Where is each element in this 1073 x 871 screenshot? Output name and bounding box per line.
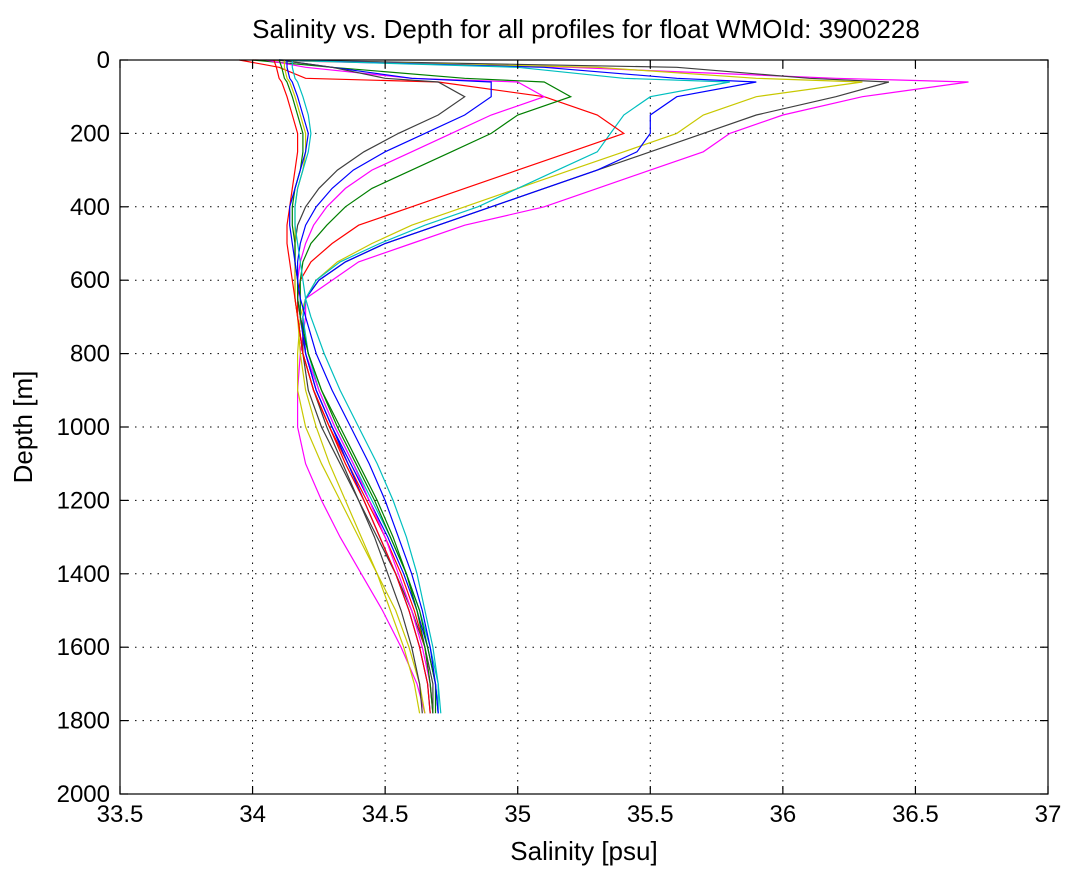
profile-line-15 [291,60,442,714]
grid [120,60,1048,794]
chart-title: Salinity vs. Depth for all profiles for … [252,14,920,44]
x-axis-label: Salinity [psu] [510,836,657,866]
y-tick-label: 600 [70,267,110,294]
y-tick-label: 1600 [57,634,110,661]
profile-line-7 [252,59,573,714]
x-tick-label: 35 [504,801,531,828]
profile-lines [239,59,969,714]
profile-line-5 [279,59,730,714]
x-tick-label: 36 [770,801,797,828]
y-tick-label: 1200 [57,487,110,514]
y-tick-label: 0 [97,47,110,74]
x-tick-label: 34.5 [362,801,409,828]
y-tick-label: 800 [70,341,110,368]
x-tick-label: 37 [1035,801,1062,828]
x-tick-label: 35.5 [627,801,674,828]
profile-line-4 [279,59,757,714]
y-tick-label: 1400 [57,561,110,588]
y-axis-label: Depth [m] [8,371,38,484]
profile-line-1 [252,59,969,714]
x-tick-label: 34 [239,801,266,828]
y-tick-label: 1000 [57,414,110,441]
profile-line-6 [239,59,626,714]
y-tick-label: 1800 [57,708,110,735]
y-tick-label: 2000 [57,781,110,808]
y-tick-labels: 0 200 400 600 800 1000 1200 1400 1600 1800 2000 [57,47,110,808]
profile-line-13 [273,59,431,714]
y-tick-label: 400 [70,194,110,221]
profile-line-8 [265,59,546,714]
axis-ticks [119,59,1049,795]
x-tick-label: 36.5 [892,801,939,828]
x-tick-label: 33.5 [97,801,144,828]
profile-line-14 [286,60,439,714]
x-tick-labels: 33.5 34 34.5 35 35.5 36 36.5 37 [97,801,1062,828]
y-tick-label: 200 [70,120,110,147]
profile-line-3 [252,59,863,714]
profile-line-11 [283,60,421,714]
